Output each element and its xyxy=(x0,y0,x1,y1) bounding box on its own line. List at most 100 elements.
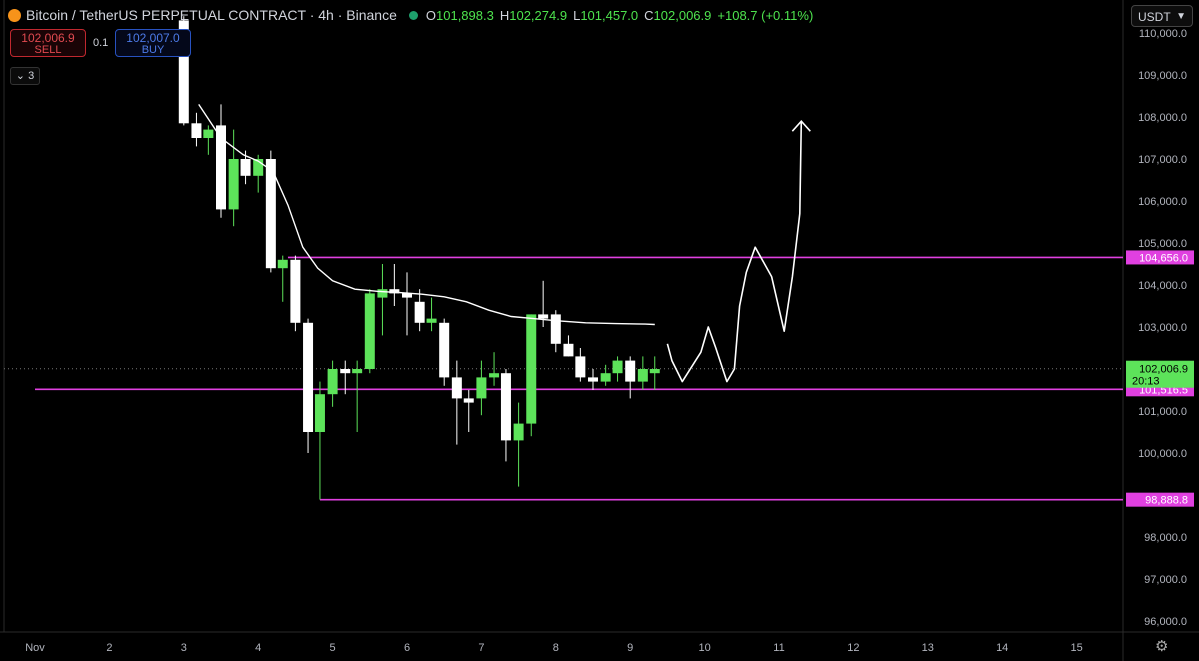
candle xyxy=(476,360,487,416)
symbol-title[interactable]: Bitcoin / TetherUS PERPETUAL CONTRACT · … xyxy=(26,7,397,23)
moving-average xyxy=(198,104,655,326)
candle xyxy=(364,289,375,374)
candle-body xyxy=(538,314,549,319)
price-tick-label: 110,000.0 xyxy=(1139,28,1187,40)
candle xyxy=(625,356,636,399)
candle-body xyxy=(191,123,202,138)
time-tick-label: Nov xyxy=(25,642,45,654)
time-tick-label: 4 xyxy=(255,642,261,654)
candle xyxy=(600,364,611,386)
projection-arrowhead xyxy=(791,120,811,132)
market-open-icon xyxy=(408,10,418,20)
candle-body xyxy=(426,318,437,323)
candle xyxy=(228,129,239,227)
chevron-down-icon: ⌄ xyxy=(15,70,26,82)
candle-body xyxy=(625,360,636,382)
indicators-collapse-button[interactable]: ⌄ 3 xyxy=(10,67,40,85)
candle-body xyxy=(364,293,375,369)
candle xyxy=(463,390,474,432)
candle xyxy=(377,264,388,336)
sell-label: SELL xyxy=(34,44,62,56)
time-tick-label: 7 xyxy=(478,642,484,654)
candle xyxy=(340,360,351,395)
price-tick-label: 101,000.0 xyxy=(1138,406,1187,418)
projection-path xyxy=(666,121,803,383)
axes: 110,000.0 109,000.0 108,000.0 107,000.0 106,… xyxy=(25,28,1194,654)
buy-label: BUY xyxy=(141,44,165,56)
candle-body xyxy=(253,159,264,176)
price-tick-label: 104,000.0 xyxy=(1138,280,1187,292)
candle-body xyxy=(463,398,474,403)
indicator-count: 3 xyxy=(28,70,35,82)
time-tick-label: 3 xyxy=(181,642,187,654)
candle xyxy=(637,356,648,390)
candle-body xyxy=(612,360,623,374)
candle-body xyxy=(216,125,226,210)
candle-body xyxy=(178,20,189,124)
chevron-down-icon: ▼ xyxy=(1176,11,1186,22)
candle xyxy=(277,255,288,302)
candle xyxy=(439,318,450,386)
candle-body xyxy=(489,373,500,378)
price-tick-label: 106,000.0 xyxy=(1138,196,1187,208)
level-lines xyxy=(35,256,1123,501)
price-tick-label: 97,000.0 xyxy=(1144,574,1187,586)
current-price-label: 102,006.9 xyxy=(1139,364,1188,376)
candle xyxy=(414,289,425,332)
order-quantity[interactable]: 0.1 xyxy=(93,37,109,49)
candle xyxy=(451,360,462,445)
candle-body xyxy=(513,423,524,441)
level-price-label: 98,888.8 xyxy=(1145,495,1188,507)
candle xyxy=(303,318,314,453)
ohlc-change: +108.7 (+0.11%) xyxy=(717,7,814,23)
candle-body xyxy=(303,322,314,432)
candle-body xyxy=(588,377,598,382)
time-tick-label: 11 xyxy=(773,642,784,654)
ohlc-low: L101,457.0 xyxy=(573,7,639,23)
candle xyxy=(352,360,363,432)
candle xyxy=(526,314,537,437)
currency-value: USDT xyxy=(1138,10,1171,24)
candle-body xyxy=(649,369,660,374)
candle-body xyxy=(240,159,251,176)
currency-select[interactable]: USDT ▼ xyxy=(1131,5,1193,27)
candle xyxy=(389,264,400,306)
time-tick-label: 6 xyxy=(404,642,410,654)
bitcoin-logo-icon xyxy=(8,8,21,22)
ohlc-open: O101,898.3 xyxy=(425,7,494,23)
time-tick-label: 9 xyxy=(627,642,633,654)
gear-icon[interactable]: ⚙ xyxy=(1155,638,1169,655)
candle-body xyxy=(290,259,301,323)
candle xyxy=(649,356,660,390)
candle xyxy=(563,335,574,357)
candle-body xyxy=(600,373,611,382)
time-tick-label: 10 xyxy=(698,642,710,654)
candle xyxy=(203,125,214,155)
candle-body xyxy=(563,343,574,357)
price-tick-label: 103,000.0 xyxy=(1138,322,1187,334)
candle xyxy=(191,112,202,147)
candle xyxy=(402,272,412,336)
candle-body xyxy=(389,289,400,294)
candle-body xyxy=(340,369,351,374)
candle-body xyxy=(377,289,388,298)
time-tick-label: 5 xyxy=(330,642,336,654)
candle xyxy=(500,369,511,462)
ohlc-close: C102,006.9 xyxy=(644,7,712,23)
candle-body xyxy=(228,159,239,210)
moving-average-line xyxy=(198,104,655,326)
buy-button[interactable]: 102,007.0 BUY xyxy=(115,29,191,57)
sell-button[interactable]: 102,006.9 SELL xyxy=(10,29,86,57)
ohlc-high: H102,274.9 xyxy=(499,7,568,23)
candle xyxy=(575,348,586,382)
price-tick-label: 96,000.0 xyxy=(1144,616,1187,628)
price-tick-label: 100,000.0 xyxy=(1138,448,1187,460)
candle-body xyxy=(327,369,338,395)
candle-body xyxy=(500,373,511,441)
time-tick-label: 15 xyxy=(1070,642,1082,654)
candle-countdown-label: 20:13 xyxy=(1132,376,1160,388)
level-price-tag xyxy=(1126,250,1194,265)
candle xyxy=(513,402,524,487)
